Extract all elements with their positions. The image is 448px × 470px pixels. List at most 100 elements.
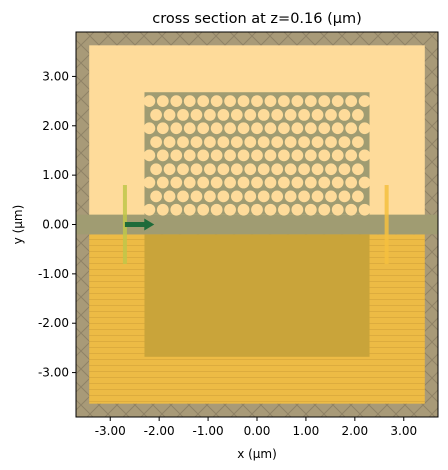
hole xyxy=(197,203,210,216)
hole xyxy=(271,136,284,148)
hole xyxy=(197,149,210,162)
hole xyxy=(358,149,371,162)
x-tick-label: -3.00 xyxy=(95,424,126,438)
hole xyxy=(204,136,216,148)
hole xyxy=(345,122,358,135)
hole xyxy=(345,95,358,107)
hole xyxy=(183,122,196,135)
hole xyxy=(170,122,183,135)
hole xyxy=(264,122,277,135)
hole xyxy=(170,203,183,216)
hole xyxy=(230,109,243,121)
hole xyxy=(318,149,331,162)
hole xyxy=(251,149,263,162)
hole xyxy=(318,176,331,189)
arrow-head xyxy=(144,218,155,231)
hole xyxy=(183,149,196,162)
hole xyxy=(217,190,230,203)
hole xyxy=(190,163,203,176)
source-direction-arrow xyxy=(124,218,155,231)
hole xyxy=(331,95,344,107)
hole xyxy=(311,136,324,148)
hole xyxy=(264,203,277,216)
hole xyxy=(284,109,297,121)
hole xyxy=(345,176,358,189)
hole xyxy=(237,203,250,216)
hole xyxy=(150,109,162,121)
hole xyxy=(264,149,277,162)
hole xyxy=(177,136,189,148)
hole xyxy=(244,190,257,203)
hole-lattice xyxy=(143,95,371,216)
hole xyxy=(338,109,351,121)
hole xyxy=(264,95,277,107)
hole xyxy=(352,163,364,176)
y-tick-label: 0.00 xyxy=(42,218,69,232)
x-tick-label: 1.00 xyxy=(293,424,320,438)
hole xyxy=(331,203,344,216)
x-axis-label: x (μm) xyxy=(237,447,277,461)
hole xyxy=(257,136,270,148)
y-tick-label: -2.00 xyxy=(38,316,69,330)
hole xyxy=(210,203,223,216)
hole xyxy=(150,136,162,148)
hole xyxy=(210,149,223,162)
hole xyxy=(345,149,358,162)
hole xyxy=(237,122,250,135)
hole xyxy=(170,176,183,189)
hole xyxy=(271,109,284,121)
hole xyxy=(177,163,189,176)
hole xyxy=(217,109,230,121)
y-tick-label: -1.00 xyxy=(38,267,69,281)
hole xyxy=(298,190,310,203)
hole xyxy=(150,163,162,176)
hole xyxy=(304,149,317,162)
hole xyxy=(224,149,236,162)
hole xyxy=(304,122,317,135)
hole xyxy=(156,176,169,189)
hole xyxy=(251,122,263,135)
hole xyxy=(338,136,351,148)
hole xyxy=(224,203,236,216)
hole xyxy=(177,190,189,203)
hole xyxy=(358,176,371,189)
hole xyxy=(163,136,176,148)
hole xyxy=(338,163,351,176)
hole xyxy=(251,203,263,216)
chart-title: cross section at z=0.16 (μm) xyxy=(152,11,362,27)
hole xyxy=(224,176,236,189)
hole xyxy=(210,176,223,189)
hole xyxy=(210,122,223,135)
hole xyxy=(244,109,257,121)
hole xyxy=(284,163,297,176)
hole xyxy=(311,190,324,203)
x-tick-label: 2.00 xyxy=(341,424,368,438)
hole xyxy=(156,122,169,135)
hole xyxy=(143,149,156,162)
y-tick-label: 3.00 xyxy=(42,69,69,83)
hole xyxy=(278,122,290,135)
hole xyxy=(325,190,337,203)
hole xyxy=(311,109,324,121)
hole xyxy=(183,203,196,216)
hole xyxy=(237,176,250,189)
hole xyxy=(264,176,277,189)
hole xyxy=(197,95,210,107)
hole xyxy=(352,190,364,203)
hole xyxy=(291,122,304,135)
hole xyxy=(204,109,216,121)
hole xyxy=(325,109,337,121)
hole xyxy=(257,109,270,121)
hole xyxy=(251,95,263,107)
hole xyxy=(257,163,270,176)
hole xyxy=(278,95,290,107)
hole xyxy=(190,109,203,121)
hole xyxy=(163,109,176,121)
hole xyxy=(237,95,250,107)
hole xyxy=(170,95,183,107)
x-axis: -3.00 -2.00 -1.00 0.00 1.00 2.00 3.00 xyxy=(95,417,417,438)
y-tick-label: 2.00 xyxy=(42,119,69,133)
hole xyxy=(150,190,162,203)
x-tick-label: -1.00 xyxy=(193,424,224,438)
